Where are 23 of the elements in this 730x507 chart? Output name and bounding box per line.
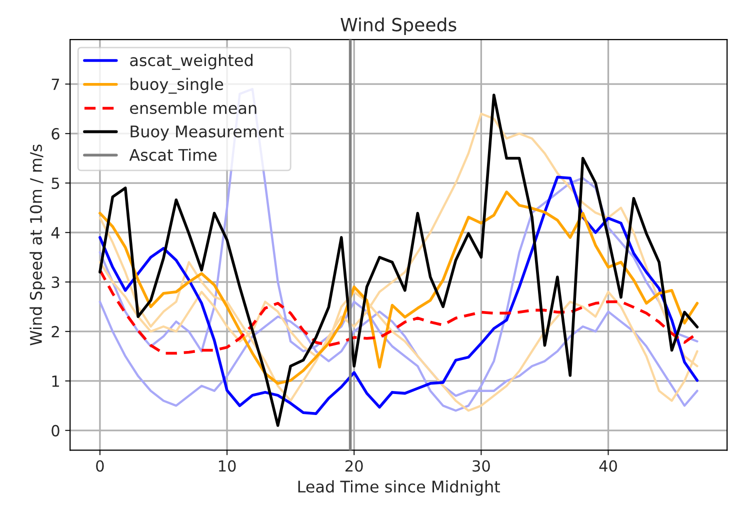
y-tick-label: 5: [52, 178, 60, 190]
y-tick-label: 4: [51, 227, 60, 238]
y-tick-label: 6: [52, 128, 60, 140]
y-tick-label: 1: [52, 376, 59, 387]
y-tick-label: 2: [52, 326, 59, 338]
y-tick-label: 7: [52, 78, 60, 90]
legend-label: Buoy Measurement: [130, 126, 284, 141]
x-tick-label: 20: [346, 460, 363, 472]
legend-label: ensemble mean: [130, 102, 256, 114]
y-tick-label: 3: [52, 276, 60, 288]
x-tick-label: 10: [218, 460, 236, 472]
y-axis-title: Wind Speed at 10m / m/s: [30, 144, 46, 346]
x-tick-label: 0: [96, 460, 104, 472]
chart-title: Wind Speeds: [340, 17, 456, 35]
x-tick-label: 30: [472, 460, 490, 472]
legend-label: ascat_weighted: [130, 54, 252, 70]
x-tick-label: 40: [599, 460, 617, 472]
y-tick-label: 0: [52, 424, 60, 436]
line-series: [98, 190, 699, 385]
legend-label: buoy_single: [130, 78, 224, 94]
line-series: [98, 176, 699, 415]
legend-label: Ascat Time: [129, 148, 217, 161]
x-axis-title: Lead Time since Midnight: [298, 480, 500, 496]
